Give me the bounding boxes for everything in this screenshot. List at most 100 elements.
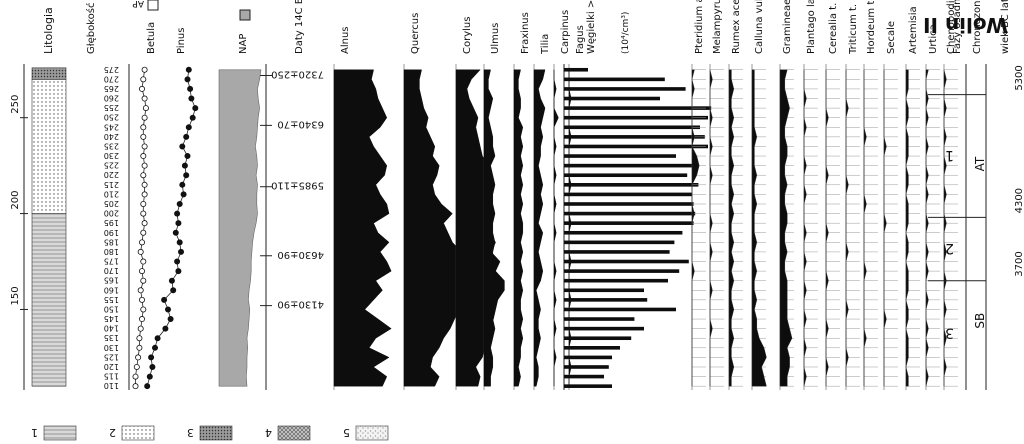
depth-scale-label: 200	[10, 190, 21, 209]
depth-label: 250	[104, 113, 119, 122]
betula-point	[140, 229, 147, 236]
depth-label: 270	[104, 74, 119, 83]
age-title: wiek BC lat	[1000, 0, 1011, 54]
legend-number-1: 1	[31, 426, 38, 439]
herb-label: Pteridium aquilinum	[694, 0, 705, 54]
herb-label: Secale	[886, 21, 897, 54]
betula-point	[141, 143, 148, 150]
pinus-point	[164, 306, 171, 313]
herb-label: Hordeum t.	[866, 0, 877, 54]
lithology-unit	[31, 79, 67, 214]
concentration-bar	[564, 250, 670, 254]
betula-point	[140, 76, 147, 83]
betula-point	[138, 85, 145, 92]
concentration-bar	[564, 135, 705, 139]
betula-point	[140, 153, 147, 160]
herb-area	[709, 69, 713, 387]
concentration-bar	[564, 192, 692, 197]
pinus-point	[176, 239, 183, 246]
herb-label: Cerealia t.	[828, 3, 839, 54]
herb-area	[905, 69, 909, 387]
pinus-point	[172, 229, 179, 236]
pinus-point	[176, 200, 183, 207]
pinus-point	[175, 220, 182, 227]
legend-swatch-3	[199, 425, 233, 441]
faze-label: 2	[945, 240, 954, 256]
pinus-point	[174, 210, 181, 217]
depth-label: 195	[104, 218, 119, 227]
pinus-point	[149, 363, 156, 370]
depth-label: 225	[104, 161, 119, 170]
depth-label: 120	[104, 362, 119, 371]
legend-number-3: 3	[187, 426, 194, 439]
herb-label: Gramineae	[782, 0, 793, 54]
lithology-unit	[31, 213, 67, 387]
taxa-panels: Alnus Quercus Corylus Ulmus Fraxinus Tilia Car…	[333, 10, 586, 390]
depth-label: 140	[104, 324, 119, 333]
radiocarbon-dates: 4130±90 4630±90 5985±110 6340±70 7320±250 Dat…	[260, 0, 324, 390]
pinus-point	[148, 354, 155, 361]
taxon-label: Alnus	[340, 26, 351, 54]
depth-label: 180	[104, 247, 119, 256]
herb-panels: Pteridium aquilinum Melampyrum Rumex aceto…	[691, 0, 958, 390]
betula-point	[141, 66, 148, 73]
depth-label: 175	[104, 257, 119, 266]
betula-point	[141, 220, 148, 227]
betula-point	[141, 114, 148, 121]
concentration-bar	[564, 115, 708, 120]
betula-point	[133, 363, 140, 370]
pinus-point	[146, 373, 153, 380]
herb-area	[779, 69, 793, 387]
betula-point	[137, 287, 144, 294]
age-label: 4300	[1014, 188, 1024, 213]
dates-title: Daty 14C BP	[294, 0, 305, 54]
herb-label: Triticum t.	[848, 4, 859, 55]
betula-line	[135, 69, 147, 387]
lithology-column: Litologia	[31, 7, 67, 387]
betula-point	[142, 105, 149, 112]
concentration-bar	[564, 240, 675, 245]
herb-area	[925, 69, 929, 387]
betula-point	[140, 200, 147, 207]
betula-point	[135, 354, 142, 361]
depth-label: 215	[104, 180, 119, 189]
concentration-bar	[564, 125, 700, 130]
concentration-bar	[564, 87, 686, 91]
date-label: 6340±70	[277, 118, 324, 129]
concentration-bar	[564, 346, 620, 350]
pinus-point	[174, 258, 181, 265]
betula-point	[138, 239, 145, 246]
betula-point	[137, 325, 144, 332]
taxon-area	[403, 69, 471, 387]
age-label: 5300	[1014, 65, 1024, 90]
pinus-point	[170, 287, 177, 294]
depth-label: 170	[104, 266, 119, 275]
pinus-point	[144, 383, 151, 390]
herb-area	[883, 69, 887, 387]
betula-point	[141, 181, 148, 188]
concentration-bar	[564, 230, 683, 235]
legend-number-2: 2	[109, 426, 116, 439]
depth-label: 145	[104, 314, 119, 323]
ap-legend-label: AP	[132, 0, 144, 8]
nap-area	[218, 69, 262, 387]
pinus-point	[180, 191, 187, 198]
depth-label: 275	[104, 65, 119, 74]
date-label: 4130±90	[277, 299, 324, 310]
pinus-point	[179, 143, 186, 150]
herb-label: Plantago lanceolata	[806, 0, 817, 54]
depth-label: 260	[104, 94, 119, 103]
herb-area	[943, 69, 947, 387]
depth-label: 245	[104, 122, 119, 131]
legend-swatch-2	[121, 425, 155, 441]
concentration-bar	[564, 288, 644, 293]
betula-point	[136, 335, 143, 342]
herb-label: Rumex acetosella t.	[731, 0, 742, 54]
betula-point	[138, 268, 145, 275]
faze-title: Fazy osadnicze	[952, 0, 963, 54]
depth-label: 205	[104, 199, 119, 208]
depth-label: 130	[104, 343, 119, 352]
nap-panel: NAP	[218, 9, 262, 387]
betula-point	[132, 383, 139, 390]
taxon-area	[533, 69, 546, 387]
